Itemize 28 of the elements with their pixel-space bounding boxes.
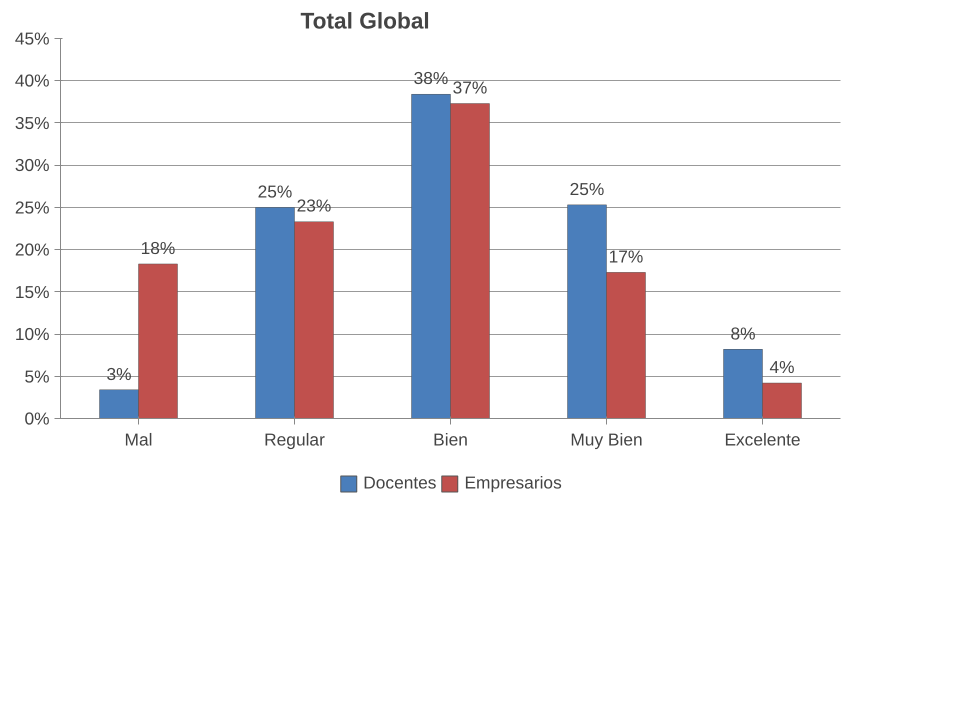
y-tick-label: 5% [24, 366, 50, 386]
y-tick-label: 25% [14, 197, 50, 218]
y-tick-label: 40% [14, 70, 50, 91]
x-tick-label: Excelente [724, 430, 801, 450]
data-label: 38% [414, 68, 448, 88]
data-label: 4% [769, 357, 795, 378]
data-label: 25% [570, 178, 604, 199]
y-tick-label: 30% [14, 155, 50, 176]
x-tick-label: Bien [433, 430, 468, 450]
y-tick-label: 20% [14, 240, 50, 260]
chart-title: Total Global [300, 8, 430, 34]
x-tick-label: Regular [264, 430, 326, 450]
data-label: 37% [452, 78, 488, 98]
legend-label: Empresarios [464, 472, 562, 494]
data-label: 18% [140, 238, 176, 258]
data-label: 25% [258, 181, 292, 202]
data-label: 3% [106, 364, 132, 384]
legend-label: Docentes [363, 472, 436, 494]
y-tick-label: 10% [14, 324, 50, 344]
x-tick-label: Muy Bien [570, 430, 643, 450]
y-tick-label: 35% [14, 112, 50, 133]
data-label: 8% [730, 323, 756, 344]
y-tick-label: 0% [24, 408, 50, 428]
data-label: 23% [296, 196, 332, 216]
x-tick-label: Mal [124, 430, 152, 450]
y-tick-label: 15% [14, 282, 50, 302]
y-tick-label: 45% [14, 28, 50, 48]
data-label: 17% [608, 246, 644, 266]
